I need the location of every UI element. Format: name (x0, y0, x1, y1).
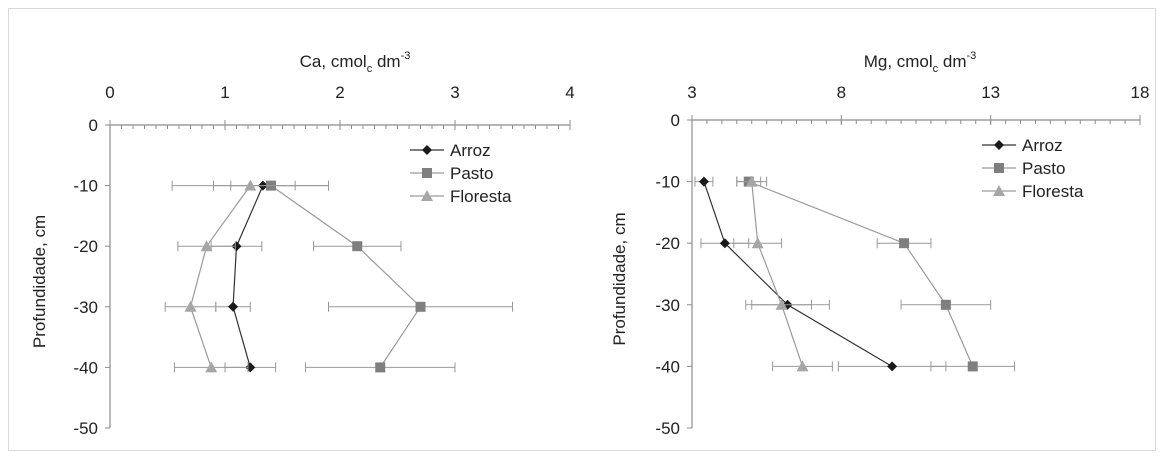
mg-x-tick-label: 3 (687, 83, 696, 102)
legend-label-floresta: Floresta (450, 187, 512, 206)
mg-y-axis-title: Profundidade, cm (610, 212, 629, 345)
ca-y-axis-title: Profundidade, cm (30, 215, 49, 348)
data-point (244, 179, 257, 191)
ca-y-tick-label: -40 (73, 358, 98, 377)
data-point (352, 241, 363, 252)
series-line (703, 181, 893, 367)
ca-x-tick-label: 2 (335, 83, 344, 102)
legend-marker (422, 145, 432, 155)
data-point (228, 301, 239, 312)
ca-x-tick-label: 4 (565, 83, 574, 102)
legend-label-pasto: Pasto (1022, 159, 1065, 178)
series-line (232, 185, 264, 368)
mg-series-arroz (694, 176, 947, 372)
ca-y-tick-label: -20 (73, 237, 98, 256)
legend-marker (994, 163, 1004, 173)
mg-x-tick-label: 8 (837, 83, 846, 102)
ca-x-tick-label: 3 (450, 83, 459, 102)
ca-y-tick-label: -50 (73, 419, 98, 438)
series-line (748, 181, 974, 367)
data-point (775, 298, 788, 310)
data-point (887, 361, 898, 372)
figure-frame (8, 8, 1156, 451)
data-point (899, 238, 910, 249)
data-point (719, 238, 730, 249)
data-point (205, 361, 218, 373)
data-point (745, 175, 758, 187)
data-point (698, 176, 709, 187)
series-line (270, 185, 422, 368)
ca-y-tick-label: -10 (73, 177, 98, 196)
series-line (189, 185, 251, 368)
ca-series-pasto (213, 180, 513, 373)
mg-y-tick-label: -50 (655, 419, 680, 438)
legend-label-pasto: Pasto (450, 164, 493, 183)
data-point (375, 362, 386, 373)
data-point (200, 240, 213, 252)
legend-marker (422, 168, 432, 178)
mg-x-axis-title: Mg, cmolc dm-3 (864, 50, 977, 75)
ca-y-tick-label: -30 (73, 298, 98, 317)
mg-series-pasto (736, 176, 1016, 372)
data-point (415, 301, 426, 312)
legend-label-arroz: Arroz (450, 141, 491, 160)
mg-y-tick-label: -40 (655, 357, 680, 376)
panel-ca: 0 1 2 3 4 0 -10 -20 -30 -40 -50 Ca, cmolc dm-3 Profu… (30, 50, 575, 438)
legend-label-arroz: Arroz (1022, 136, 1063, 155)
legend-marker (993, 185, 1005, 196)
mg-y-tick-label: -10 (655, 173, 680, 192)
series-line (751, 181, 804, 367)
data-point (231, 241, 242, 252)
panel-mg: 3 8 13 18 0 -10 -20 -30 -40 -50 Mg, cmolc dm-3 Prof… (610, 50, 1149, 438)
mg-legend: Arroz Pasto Floresta (982, 136, 1084, 201)
mg-y-tick-label: -30 (655, 296, 680, 315)
mg-x-tick-label: 18 (1131, 83, 1150, 102)
ca-x-tick-label: 1 (220, 83, 229, 102)
data-point (967, 361, 978, 372)
mg-y-tick-label: -20 (655, 234, 680, 253)
mg-series-floresta (733, 175, 833, 372)
legend-marker (421, 190, 433, 201)
ca-y-tick-label: 0 (89, 116, 98, 135)
ca-legend: Arroz Pasto Floresta (410, 141, 512, 206)
ca-series-floresta (164, 179, 329, 373)
data-point (184, 300, 197, 312)
legend-label-floresta: Floresta (1022, 182, 1084, 201)
ca-series-arroz (210, 180, 296, 373)
data-point (751, 237, 764, 249)
data-point (940, 299, 951, 310)
ca-x-tick-label: 0 (105, 83, 114, 102)
ca-x-axis-title: Ca, cmolc dm-3 (300, 50, 411, 75)
data-point (796, 360, 809, 372)
legend-marker (994, 140, 1004, 150)
mg-y-tick-label: 0 (671, 111, 680, 130)
mg-x-tick-label: 13 (981, 83, 1000, 102)
